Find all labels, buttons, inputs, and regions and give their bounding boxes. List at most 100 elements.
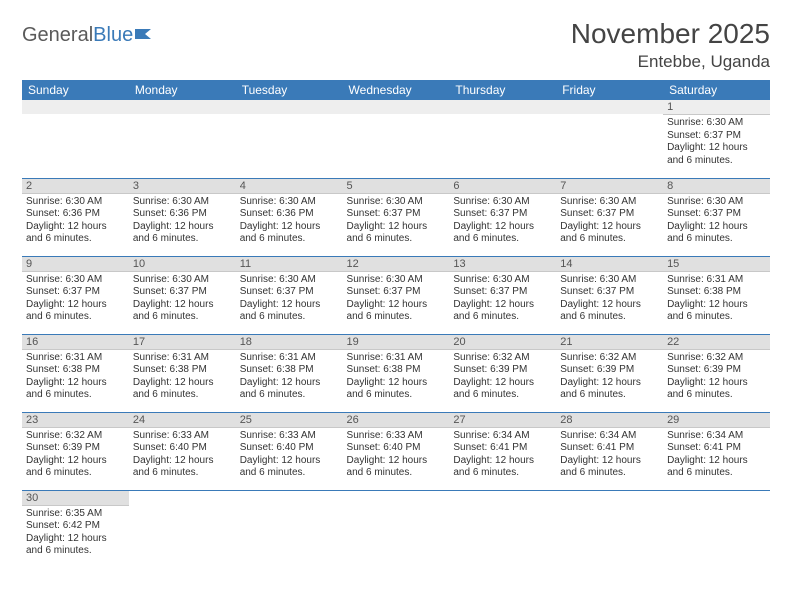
day-cell: 24Sunrise: 6:33 AMSunset: 6:40 PMDayligh… (129, 412, 236, 490)
sunrise-text: Sunrise: 6:33 AM (347, 430, 446, 443)
daylight-text-1: Daylight: 12 hours (26, 455, 125, 468)
day-number: 4 (236, 179, 343, 194)
sunset-text: Sunset: 6:39 PM (26, 442, 125, 455)
daylight-text-2: and 6 minutes. (240, 467, 339, 480)
day-body: Sunrise: 6:30 AMSunset: 6:37 PMDaylight:… (449, 194, 556, 250)
daylight-text-1: Daylight: 12 hours (453, 377, 552, 390)
day-cell: 9Sunrise: 6:30 AMSunset: 6:37 PMDaylight… (22, 256, 129, 334)
day-body: Sunrise: 6:30 AMSunset: 6:37 PMDaylight:… (22, 272, 129, 328)
day-number: 23 (22, 413, 129, 428)
sunrise-text: Sunrise: 6:34 AM (453, 430, 552, 443)
title-block: November 2025 Entebbe, Uganda (571, 18, 770, 72)
sunrise-text: Sunrise: 6:31 AM (667, 274, 766, 287)
day-number: 30 (22, 491, 129, 506)
sunrise-text: Sunrise: 6:31 AM (133, 352, 232, 365)
daylight-text-2: and 6 minutes. (133, 389, 232, 402)
daylight-text-2: and 6 minutes. (667, 155, 766, 168)
daylight-text-2: and 6 minutes. (26, 233, 125, 246)
sunset-text: Sunset: 6:36 PM (133, 208, 232, 221)
daylight-text-2: and 6 minutes. (133, 233, 232, 246)
day-cell: 12Sunrise: 6:30 AMSunset: 6:37 PMDayligh… (343, 256, 450, 334)
day-number: 21 (556, 335, 663, 350)
day-cell (236, 100, 343, 178)
daylight-text-1: Daylight: 12 hours (347, 377, 446, 390)
daylight-text-2: and 6 minutes. (26, 467, 125, 480)
day-body: Sunrise: 6:30 AMSunset: 6:37 PMDaylight:… (236, 272, 343, 328)
header: GeneralBlue November 2025 Entebbe, Ugand… (22, 18, 770, 72)
day-body: Sunrise: 6:32 AMSunset: 6:39 PMDaylight:… (449, 350, 556, 406)
day-cell: 22Sunrise: 6:32 AMSunset: 6:39 PMDayligh… (663, 334, 770, 412)
day-cell: 30Sunrise: 6:35 AMSunset: 6:42 PMDayligh… (22, 490, 129, 568)
day-number: 25 (236, 413, 343, 428)
sunrise-text: Sunrise: 6:30 AM (560, 274, 659, 287)
daylight-text-2: and 6 minutes. (453, 389, 552, 402)
sunset-text: Sunset: 6:37 PM (560, 286, 659, 299)
daylight-text-2: and 6 minutes. (667, 311, 766, 324)
day-body: Sunrise: 6:31 AMSunset: 6:38 PMDaylight:… (129, 350, 236, 406)
day-body: Sunrise: 6:34 AMSunset: 6:41 PMDaylight:… (556, 428, 663, 484)
day-cell: 13Sunrise: 6:30 AMSunset: 6:37 PMDayligh… (449, 256, 556, 334)
day-body: Sunrise: 6:33 AMSunset: 6:40 PMDaylight:… (236, 428, 343, 484)
daylight-text-1: Daylight: 12 hours (26, 299, 125, 312)
day-body: Sunrise: 6:30 AMSunset: 6:36 PMDaylight:… (22, 194, 129, 250)
daylight-text-2: and 6 minutes. (560, 467, 659, 480)
week-row: 2Sunrise: 6:30 AMSunset: 6:36 PMDaylight… (22, 178, 770, 256)
day-cell: 23Sunrise: 6:32 AMSunset: 6:39 PMDayligh… (22, 412, 129, 490)
daylight-text-1: Daylight: 12 hours (667, 377, 766, 390)
day-cell (449, 490, 556, 568)
sunset-text: Sunset: 6:41 PM (667, 442, 766, 455)
sunset-text: Sunset: 6:38 PM (667, 286, 766, 299)
sunset-text: Sunset: 6:41 PM (453, 442, 552, 455)
sunrise-text: Sunrise: 6:34 AM (667, 430, 766, 443)
day-number: 13 (449, 257, 556, 272)
day-body: Sunrise: 6:31 AMSunset: 6:38 PMDaylight:… (663, 272, 770, 328)
day-cell (343, 490, 450, 568)
sunset-text: Sunset: 6:39 PM (453, 364, 552, 377)
day-number: 22 (663, 335, 770, 350)
sunset-text: Sunset: 6:37 PM (347, 286, 446, 299)
daylight-text-2: and 6 minutes. (26, 311, 125, 324)
daylight-text-2: and 6 minutes. (240, 233, 339, 246)
week-row: 9Sunrise: 6:30 AMSunset: 6:37 PMDaylight… (22, 256, 770, 334)
day-number: 28 (556, 413, 663, 428)
day-number: 19 (343, 335, 450, 350)
day-cell (663, 490, 770, 568)
day-body: Sunrise: 6:30 AMSunset: 6:37 PMDaylight:… (556, 272, 663, 328)
day-number: 5 (343, 179, 450, 194)
day-cell (556, 100, 663, 178)
calendar-body: 1Sunrise: 6:30 AMSunset: 6:37 PMDaylight… (22, 100, 770, 568)
weekday-header: Saturday (663, 80, 770, 100)
daylight-text-1: Daylight: 12 hours (347, 221, 446, 234)
sunrise-text: Sunrise: 6:33 AM (240, 430, 339, 443)
day-cell (556, 490, 663, 568)
sunset-text: Sunset: 6:37 PM (667, 208, 766, 221)
day-body: Sunrise: 6:30 AMSunset: 6:36 PMDaylight:… (129, 194, 236, 250)
daylight-text-2: and 6 minutes. (347, 467, 446, 480)
weekday-header: Monday (129, 80, 236, 100)
day-number: 12 (343, 257, 450, 272)
daylight-text-1: Daylight: 12 hours (26, 533, 125, 546)
weekday-header: Wednesday (343, 80, 450, 100)
sunset-text: Sunset: 6:38 PM (26, 364, 125, 377)
sunrise-text: Sunrise: 6:30 AM (26, 274, 125, 287)
sunrise-text: Sunrise: 6:33 AM (133, 430, 232, 443)
day-body: Sunrise: 6:30 AMSunset: 6:37 PMDaylight:… (663, 194, 770, 250)
day-cell: 16Sunrise: 6:31 AMSunset: 6:38 PMDayligh… (22, 334, 129, 412)
daylight-text-2: and 6 minutes. (347, 389, 446, 402)
day-body: Sunrise: 6:34 AMSunset: 6:41 PMDaylight:… (663, 428, 770, 484)
day-body: Sunrise: 6:30 AMSunset: 6:37 PMDaylight:… (129, 272, 236, 328)
day-number: 14 (556, 257, 663, 272)
day-number: 10 (129, 257, 236, 272)
sunrise-text: Sunrise: 6:30 AM (240, 274, 339, 287)
day-number: 20 (449, 335, 556, 350)
day-body: Sunrise: 6:32 AMSunset: 6:39 PMDaylight:… (663, 350, 770, 406)
weekday-header: Tuesday (236, 80, 343, 100)
logo: GeneralBlue (22, 18, 157, 47)
sunrise-text: Sunrise: 6:30 AM (667, 117, 766, 130)
sunset-text: Sunset: 6:37 PM (453, 208, 552, 221)
day-body: Sunrise: 6:30 AMSunset: 6:37 PMDaylight:… (663, 115, 770, 171)
daylight-text-2: and 6 minutes. (26, 389, 125, 402)
sunset-text: Sunset: 6:37 PM (26, 286, 125, 299)
sunset-text: Sunset: 6:40 PM (240, 442, 339, 455)
daylight-text-1: Daylight: 12 hours (560, 377, 659, 390)
